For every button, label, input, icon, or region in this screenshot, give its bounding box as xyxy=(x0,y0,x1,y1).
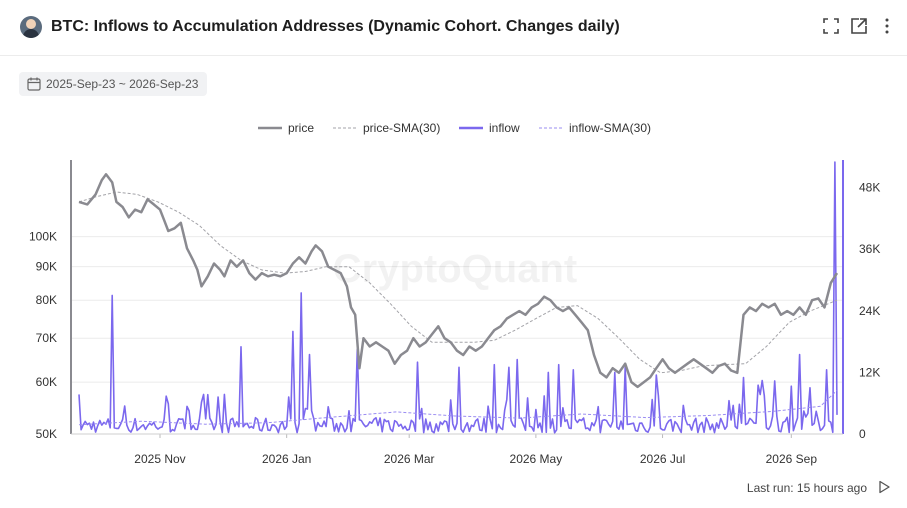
y-left-tick-label: 50K xyxy=(36,427,57,441)
chart-title: BTC: Inflows to Accumulation Addresses (… xyxy=(51,18,620,35)
fullscreen-icon[interactable] xyxy=(822,17,840,35)
legend-label-inflow: inflow xyxy=(489,121,520,135)
avatar-body xyxy=(23,29,39,38)
legend-item-inflow-sma[interactable]: inflow-SMA(30) xyxy=(539,121,651,135)
inflow-line xyxy=(78,161,838,434)
x-tick-label: 2026 Jul xyxy=(640,452,685,466)
chart-legend: price price-SMA(30) inflow inflow-SMA(30… xyxy=(0,121,907,137)
legend-item-price[interactable]: price xyxy=(258,121,314,135)
calendar-icon xyxy=(27,77,41,91)
x-tick-label: 2026 May xyxy=(510,452,563,466)
legend-label-price-sma: price-SMA(30) xyxy=(363,121,441,135)
more-vertical-icon[interactable] xyxy=(878,17,896,35)
date-range-label: 2025-Sep-23 ~ 2026-Sep-23 xyxy=(46,77,199,91)
avatar[interactable] xyxy=(20,16,42,38)
y-right-tick-label: 12K xyxy=(859,365,880,379)
x-tick-label: 2026 Jan xyxy=(262,452,311,466)
y-left-tick-label: 100K xyxy=(29,230,57,244)
legend-item-price-sma[interactable]: price-SMA(30) xyxy=(333,121,440,135)
last-run-text: Last run: 15 hours ago xyxy=(746,481,867,495)
line-series xyxy=(78,173,839,426)
tick-labels: 50K 60K 70K 80K 90K 100K 0 12K 24K 36K 48K 2025 Nov… xyxy=(29,181,880,466)
inflow-series xyxy=(78,161,838,434)
y-right-tick-label: 0 xyxy=(859,427,866,441)
x-tick-label: 2026 Mar xyxy=(384,452,435,466)
legend-item-inflow[interactable]: inflow xyxy=(459,121,520,135)
x-tick-label: 2025 Nov xyxy=(134,452,185,466)
chart-plot[interactable]: CryptoQuant 50K 60K 70K 80K 90K 100K 0 12K 24K 36… xyxy=(0,150,907,475)
axes xyxy=(70,160,844,438)
legend-swatch-inflow-sma xyxy=(539,127,563,129)
inflow-sma-line xyxy=(78,390,838,426)
y-right-tick-label: 48K xyxy=(859,181,880,195)
legend-label-price: price xyxy=(288,121,315,135)
y-left-tick-label: 60K xyxy=(36,375,57,389)
avatar-face xyxy=(26,19,36,29)
x-tick-label: 2026 Sep xyxy=(766,452,818,466)
y-left-tick-label: 80K xyxy=(36,293,57,307)
legend-label-inflow-sma: inflow-SMA(30) xyxy=(569,121,652,135)
chart-header: BTC: Inflows to Accumulation Addresses (… xyxy=(0,0,907,56)
y-right-tick-label: 36K xyxy=(859,242,880,256)
legend-swatch-price xyxy=(258,126,282,130)
watermark: CryptoQuant xyxy=(333,247,577,291)
y-right-tick-label: 24K xyxy=(859,304,880,318)
legend-swatch-price-sma xyxy=(333,127,357,129)
play-icon[interactable] xyxy=(877,480,891,494)
price-line xyxy=(78,173,839,389)
y-left-tick-label: 90K xyxy=(36,260,57,274)
date-range-picker[interactable]: 2025-Sep-23 ~ 2026-Sep-23 xyxy=(19,72,208,96)
external-link-icon[interactable] xyxy=(850,17,868,35)
y-left-tick-label: 70K xyxy=(36,331,57,345)
legend-swatch-inflow xyxy=(459,126,483,130)
